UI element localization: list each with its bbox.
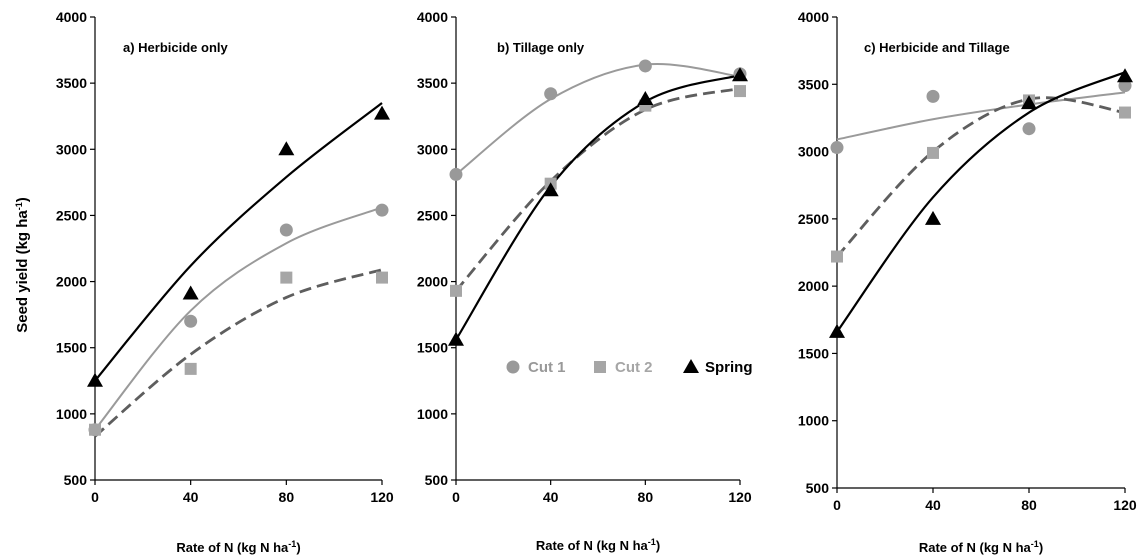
data-point-spring: [542, 182, 559, 197]
y-tick-label: 2500: [417, 207, 448, 223]
data-point-cut-2: [376, 271, 388, 284]
x-axis-label: Rate of N (kg N ha-1): [919, 539, 1043, 555]
y-tick-label: 4000: [417, 9, 448, 25]
data-point-cut-1: [544, 87, 558, 101]
data-point-spring: [925, 210, 941, 225]
panel-2: 500 1000 1500 2000 2500 3000 3500 4000 0 40 80 120 b…: [417, 9, 752, 553]
data-point-spring: [87, 372, 103, 387]
y-tick-label: 2500: [56, 207, 87, 223]
data-point-spring: [829, 323, 845, 338]
x-axis-label: Rate of N (kg N ha-1): [176, 539, 300, 555]
legend: Cut 1 Cut 2 Spring: [506, 359, 753, 376]
data-point-spring: [182, 285, 199, 300]
data-point-spring: [637, 91, 654, 106]
panel-1: 500 1000 1500 2000 2500 3000 3500 4000 0 40 80 120 a…: [56, 9, 394, 555]
fit-line-cut-1: [455, 62, 741, 176]
data-point-spring: [278, 141, 295, 156]
fit-line-cut-1: [836, 91, 1126, 141]
data-point-spring: [374, 105, 390, 120]
legend-label-spring: Spring: [705, 359, 753, 376]
fit-line-cut-1: [94, 206, 383, 431]
fit-line-spring: [455, 74, 741, 341]
x-tick-label: 0: [452, 489, 460, 505]
y-tick-label: 2500: [798, 211, 829, 227]
x-axis-label: Rate of N (kg N ha-1): [536, 537, 660, 553]
data-point-cut-2: [184, 362, 197, 375]
x-tick-label: 0: [91, 489, 99, 505]
data-point-cut-2: [280, 271, 293, 284]
y-tick-label: 1000: [417, 406, 448, 422]
data-point-cut-1: [638, 59, 652, 73]
data-point-cut-2: [927, 146, 939, 159]
y-tick-label: 2000: [56, 274, 87, 290]
x-tick-label: 0: [833, 497, 841, 513]
y-tick-label: 3000: [798, 144, 829, 160]
panel-title: c) Herbicide and Tillage: [864, 40, 1010, 55]
data-point-spring: [1021, 95, 1037, 110]
legend-marker-cut-2: [594, 361, 606, 373]
x-tick-label: 120: [1113, 497, 1137, 513]
y-tick-label: 3500: [798, 76, 829, 92]
data-point-cut-2: [1119, 106, 1131, 119]
y-tick-label: 1000: [56, 406, 87, 422]
data-point-spring: [732, 67, 748, 82]
x-tick-label: 40: [925, 497, 941, 513]
fit-line-spring: [836, 71, 1126, 333]
y-tick-label: 500: [64, 472, 88, 488]
panel-3: 500 1000 1500 2000 2500 3000 3500 4000 0 40 80 120 c…: [798, 9, 1137, 555]
y-tick-label: 4000: [56, 9, 87, 25]
y-tick-label: 3500: [56, 75, 87, 91]
data-point-spring: [1117, 68, 1133, 83]
panel-title: a) Herbicide only: [123, 40, 229, 55]
x-tick-label: 80: [279, 489, 295, 505]
y-tick-label: 1500: [798, 345, 829, 361]
data-point-cut-1: [279, 223, 293, 237]
y-tick-label: 1500: [56, 340, 87, 356]
x-tick-label: 40: [543, 489, 559, 505]
legend-label-cut-2: Cut 2: [615, 359, 653, 376]
data-point-cut-1: [1022, 122, 1036, 136]
data-point-cut-1: [375, 203, 389, 217]
panel-title: b) Tillage only: [497, 40, 585, 55]
fit-line-cut-2: [94, 268, 383, 438]
y-tick-label: 2000: [798, 278, 829, 294]
x-tick-label: 120: [370, 489, 394, 505]
y-tick-label: 3500: [417, 75, 448, 91]
x-tick-label: 80: [1021, 497, 1037, 513]
y-tick-label: 1500: [417, 340, 448, 356]
data-point-cut-1: [449, 167, 463, 181]
legend-marker-cut-1: [506, 360, 520, 374]
legend-label-cut-1: Cut 1: [528, 359, 566, 376]
data-point-cut-2: [89, 423, 101, 436]
x-tick-label: 80: [638, 489, 654, 505]
y-tick-label: 3000: [56, 141, 87, 157]
y-tick-label: 1000: [798, 413, 829, 429]
y-tick-label: 3000: [417, 141, 448, 157]
data-point-cut-2: [450, 284, 462, 297]
data-point-cut-1: [1118, 79, 1132, 93]
y-tick-label: 4000: [798, 9, 829, 25]
legend-marker-spring: [683, 359, 699, 373]
data-point-cut-2: [734, 85, 746, 98]
y-tick-label: 500: [425, 472, 449, 488]
data-point-cut-2: [831, 250, 843, 263]
y-tick-label: 2000: [417, 274, 448, 290]
data-point-cut-1: [184, 314, 198, 328]
fit-line-cut-2: [454, 87, 741, 292]
x-tick-label: 40: [183, 489, 199, 505]
data-point-cut-1: [830, 141, 844, 155]
data-point-spring: [448, 331, 464, 346]
fit-line-cut-2: [835, 96, 1126, 258]
y-axis-label: Seed yield (kg ha-1): [14, 197, 31, 333]
data-point-cut-1: [926, 89, 940, 103]
fit-line-spring: [94, 102, 383, 382]
y-tick-label: 500: [806, 480, 830, 496]
x-tick-label: 120: [728, 489, 752, 505]
